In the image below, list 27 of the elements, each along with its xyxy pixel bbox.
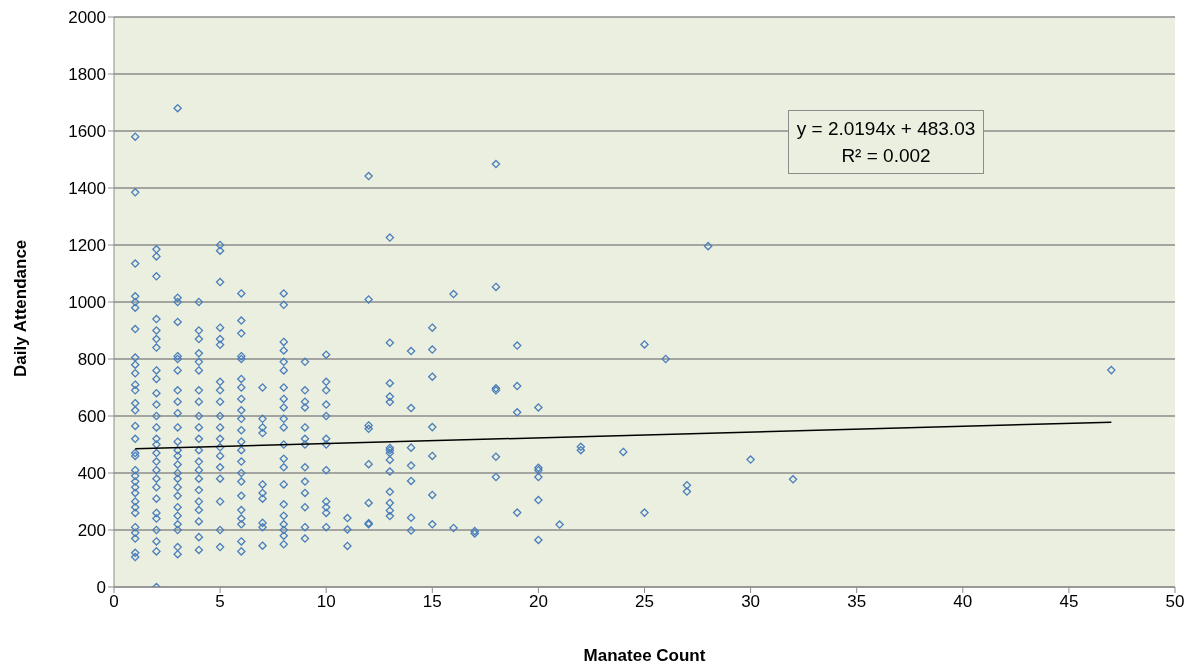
y-tick-label: 800 <box>77 350 106 370</box>
y-tick-label: 0 <box>96 578 106 598</box>
annotation: R² = 0.002 <box>840 143 932 168</box>
y-tick-label: 1400 <box>68 179 106 199</box>
x-tick-label: 0 <box>109 592 119 612</box>
x-tick-label: 10 <box>316 592 336 612</box>
x-tick-label: 30 <box>741 592 761 612</box>
x-tick-label: 50 <box>1165 592 1185 612</box>
y-tick-label: 2000 <box>68 8 106 28</box>
y-tick-label: 1600 <box>68 122 106 142</box>
y-axis-title: Daily Attendance <box>11 239 31 377</box>
x-tick-label: 45 <box>1059 592 1079 612</box>
x-tick-label: 35 <box>847 592 867 612</box>
y-tick-label: 1000 <box>68 293 106 313</box>
annotation: y = 2.0194x + 483.03 <box>796 116 976 141</box>
y-tick-label: 600 <box>77 407 106 427</box>
text-box: y = 2.0194x + 483.03 R² = 0.002 <box>787 109 985 174</box>
y-tick-label: 1800 <box>68 65 106 85</box>
x-tick-label: 40 <box>953 592 973 612</box>
x-axis-title: Manatee Count <box>583 646 706 665</box>
y-tick-label: 400 <box>77 464 106 484</box>
x-tick-label: 15 <box>422 592 442 612</box>
y-tick-label: 1200 <box>68 236 106 256</box>
x-tick-label: 5 <box>215 592 225 612</box>
x-tick-label: 20 <box>528 592 548 612</box>
x-tick-label: 25 <box>635 592 654 612</box>
y-tick-label: 200 <box>77 521 106 541</box>
